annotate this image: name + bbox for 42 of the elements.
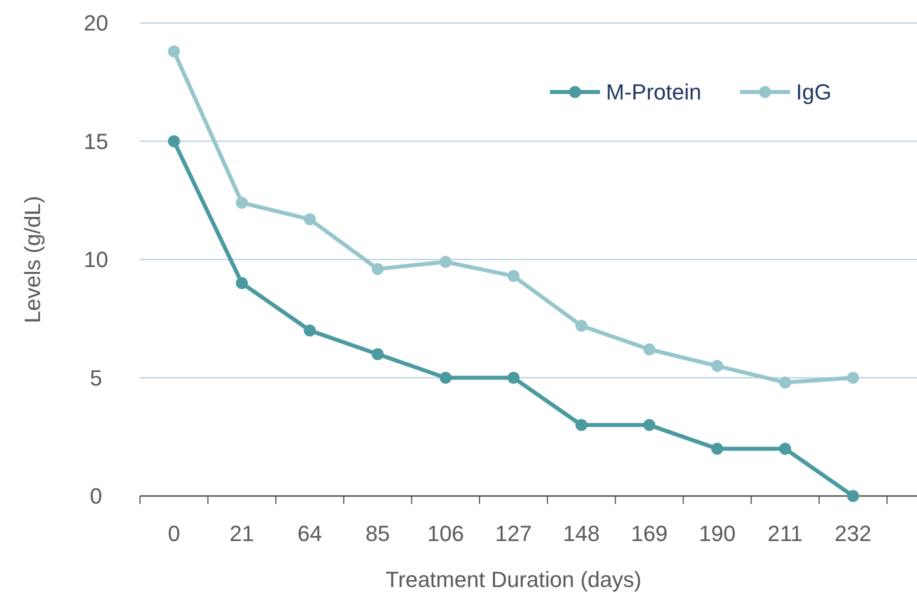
point [711,442,724,455]
y-tick-label: 0 [90,484,102,509]
y-tick-label: 20 [84,10,108,36]
y-tick-label: 5 [90,365,102,390]
point [440,256,452,268]
x-tick-label: 85 [365,521,390,546]
point [372,262,384,275]
y-tick-label: 10 [84,247,108,272]
point [440,372,452,384]
point [508,270,520,282]
legend-label: IgG [796,80,832,105]
x-tick-label: 127 [495,521,532,546]
x-tick-label: 64 [298,521,322,546]
y-axis-title: Levels (g/dL) [20,196,45,324]
x-tick-label: 232 [834,521,872,546]
x-tick-label: 106 [427,521,464,546]
x-tick-label: 21 [230,521,254,546]
y-tick-label: 15 [84,128,108,154]
point [168,45,180,58]
point [575,320,588,332]
x-tick-label: 190 [698,521,736,546]
point [779,442,792,455]
point [575,419,588,432]
point [711,360,724,372]
point [847,490,860,502]
point [643,419,656,432]
point [236,196,248,209]
point [372,348,384,360]
x-tick-label: 0 [168,521,180,546]
legend-label: M-Protein [606,80,702,105]
point [643,343,656,356]
point [508,372,520,384]
x-axis-title: Treatment Duration (days) [386,567,642,592]
x-tick-label: 169 [630,521,668,546]
point [779,376,792,388]
point [847,372,860,384]
point [304,324,316,336]
point [304,213,316,226]
x-tick-label: 211 [768,521,803,546]
point [236,277,248,290]
point [168,135,180,148]
x-tick-label: 148 [563,521,600,546]
